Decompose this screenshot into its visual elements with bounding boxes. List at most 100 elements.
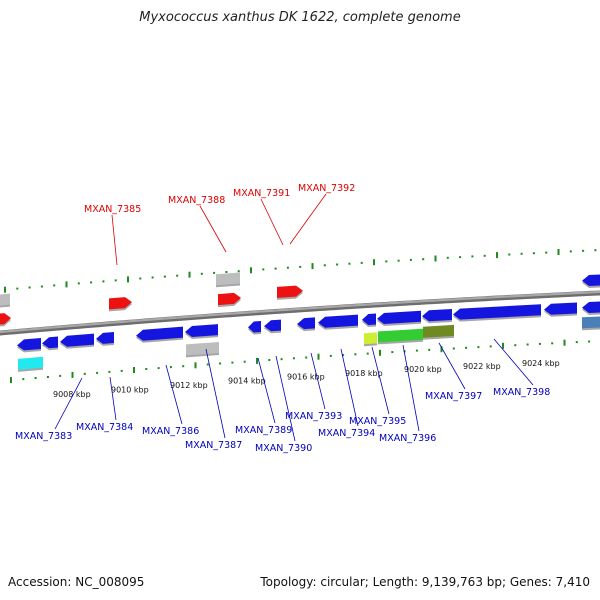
forward-gene-label: MXAN_7385 (84, 204, 141, 215)
inner-tick (477, 346, 480, 349)
inner-tick (206, 363, 209, 366)
tick-label: 9022 kbp (463, 362, 501, 371)
outer-tick (65, 281, 68, 288)
inner-tick (268, 359, 271, 361)
accession-text: Accession: NC_008095 (8, 575, 145, 589)
gene-reverse-blue (42, 336, 58, 351)
forward-gene-leader (260, 198, 284, 246)
map-title: Myxococcus xanthus DK 1622, complete gen… (139, 10, 461, 25)
gene-reverse-blue (318, 314, 358, 330)
outer-tick (409, 258, 412, 261)
gene-reverse-blue (264, 319, 281, 334)
inner-tick (329, 354, 332, 357)
inner-tick (452, 347, 455, 350)
gene-mxan-7388-body (218, 292, 241, 306)
gene-reverse-blue-body (544, 302, 577, 315)
outer-tick (151, 276, 154, 279)
inner-tick (563, 339, 566, 346)
tick-label: 9018 kbp (345, 369, 383, 378)
reverse-gene-leader (310, 352, 326, 410)
outer-tick (446, 256, 449, 259)
inner-tick (538, 342, 541, 345)
reverse-gene-leader (340, 348, 359, 427)
gene-blue-fwd-edge-body (582, 274, 600, 286)
gene-grey-rev (186, 342, 219, 358)
forward-gene-label: MXAN_7388 (168, 195, 225, 206)
inner-tick (219, 362, 222, 365)
gene-green-body (378, 328, 423, 343)
gene-reverse-blue-body (362, 313, 376, 325)
reverse-gene-leader (275, 355, 296, 442)
inner-tick (10, 377, 12, 384)
gene-olive-body (423, 324, 454, 338)
outer-tick (77, 282, 80, 285)
outer-tick (434, 255, 437, 262)
outer-tick (188, 271, 191, 278)
inner-tick (415, 349, 418, 352)
outer-tick (200, 272, 203, 275)
gene-grey-fwd-body (0, 293, 10, 306)
outer-tick (422, 258, 425, 261)
gene-olive (423, 324, 454, 340)
inner-tick (391, 351, 394, 354)
reverse-gene-leader (493, 338, 534, 386)
gene-mxan-7388 (218, 292, 241, 308)
gene-green (378, 328, 423, 345)
gene-reverse-blue (136, 326, 183, 343)
reverse-gene-label: MXAN_7395 (349, 416, 406, 427)
reverse-gene-leader (402, 344, 420, 432)
inner-tick (317, 353, 320, 360)
outer-tick (545, 251, 548, 254)
inner-tick (59, 374, 62, 377)
gene-reverse-blue-body (264, 319, 281, 332)
outer-tick (53, 284, 56, 287)
gene-cyan-body (18, 356, 43, 370)
outer-tick (532, 252, 535, 255)
inner-tick (366, 352, 369, 355)
reverse-gene-label: MXAN_7393 (285, 411, 342, 422)
inner-tick (46, 376, 49, 378)
reverse-gene-leader (205, 348, 226, 439)
reverse-gene-label: MXAN_7384 (76, 422, 133, 433)
outer-tick (176, 274, 179, 277)
outer-tick (286, 266, 289, 269)
gene-reverse-blue-body (248, 321, 261, 333)
gene-reverse-blue (453, 304, 541, 322)
gene-reverse-blue-body (377, 310, 421, 324)
gene-mxan-7385-body (109, 297, 132, 310)
inner-tick (169, 366, 172, 369)
gene-reverse-blue-body (582, 301, 600, 313)
inner-tick (145, 368, 148, 370)
outer-tick (360, 261, 363, 264)
reverse-gene-label: MXAN_7396 (379, 433, 436, 444)
inner-tick (305, 356, 308, 359)
outer-tick (40, 285, 43, 288)
gene-red-fwd-body (0, 313, 11, 325)
outer-tick (250, 267, 252, 274)
tick-label: 9010 kbp (111, 385, 149, 394)
gene-reverse-blue (362, 313, 376, 327)
tick-label: 9024 kbp (522, 359, 560, 368)
inner-tick (526, 343, 529, 346)
inner-tick (465, 346, 468, 349)
inner-tick (194, 362, 197, 369)
outer-tick (127, 276, 129, 283)
inner-tick (133, 367, 135, 373)
gene-red-fwd (0, 313, 11, 327)
gene-reverse-blue-body (297, 317, 315, 330)
inner-tick (256, 357, 258, 364)
inner-tick (292, 357, 295, 360)
outer-tick (225, 271, 228, 273)
tick-labels: 9008 kbp 9010 kbp 9012 kbp 9014 kbp 9016 kbp… (53, 359, 560, 399)
gene-steel (582, 316, 600, 331)
gene-features (0, 272, 600, 372)
reverse-gene-label: MXAN_7383 (15, 431, 72, 442)
gene-blue-fwd-edge (582, 274, 600, 288)
inner-tick (280, 358, 283, 361)
forward-gene-label: MXAN_7391 (233, 188, 290, 199)
gene-grey-rev-body (186, 342, 219, 356)
outer-tick (483, 254, 486, 257)
gene-reverse-blue (185, 324, 218, 339)
gene-reverse-blue-body (185, 324, 218, 337)
